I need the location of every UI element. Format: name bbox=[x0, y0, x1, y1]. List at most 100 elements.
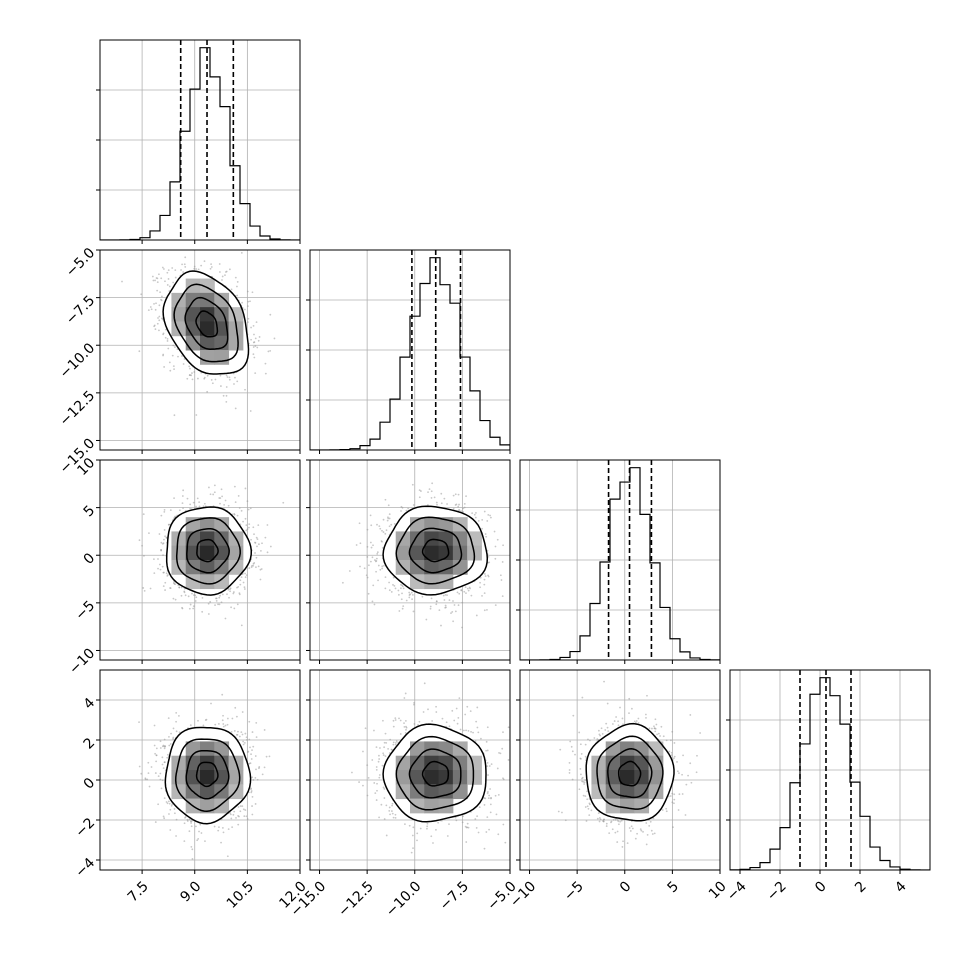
sample-point bbox=[189, 367, 191, 370]
sample-point bbox=[457, 493, 460, 496]
sample-point bbox=[479, 581, 481, 584]
sample-point bbox=[237, 806, 240, 808]
sample-point bbox=[246, 818, 249, 820]
sample-point bbox=[224, 274, 226, 277]
sample-point bbox=[174, 276, 177, 279]
sample-point bbox=[225, 394, 228, 397]
contour-line-2 bbox=[395, 516, 476, 585]
sample-point bbox=[475, 720, 478, 723]
contour-line-2 bbox=[596, 735, 664, 810]
sample-point bbox=[380, 803, 383, 806]
sample-point bbox=[405, 728, 407, 731]
sample-point bbox=[221, 719, 224, 722]
density-cell bbox=[200, 307, 215, 322]
sample-point bbox=[611, 723, 614, 725]
sample-point bbox=[408, 591, 411, 594]
sample-point bbox=[188, 830, 191, 833]
contour-line-3 bbox=[162, 270, 250, 375]
sample-point bbox=[251, 805, 253, 807]
sample-point bbox=[217, 829, 220, 832]
sample-point bbox=[590, 809, 593, 812]
contour-line-3 bbox=[585, 722, 675, 822]
sample-point bbox=[163, 508, 166, 511]
sample-point bbox=[455, 707, 458, 710]
sample-point bbox=[388, 581, 390, 584]
sample-point bbox=[474, 740, 477, 743]
sample-point bbox=[157, 775, 160, 778]
sample-point bbox=[203, 260, 206, 263]
sample-point bbox=[220, 385, 222, 387]
sample-point bbox=[228, 268, 231, 271]
sample-point bbox=[166, 271, 169, 274]
sample-point bbox=[195, 596, 198, 599]
density-cell bbox=[214, 517, 230, 532]
sample-point bbox=[173, 812, 176, 815]
sample-point bbox=[409, 593, 412, 596]
sample-point bbox=[433, 496, 436, 499]
sample-point bbox=[159, 291, 162, 294]
sample-point bbox=[219, 502, 221, 505]
sample-point bbox=[164, 336, 167, 339]
x-tick-label: 10.5 bbox=[224, 878, 257, 911]
sample-point bbox=[229, 812, 231, 814]
sample-point bbox=[242, 740, 245, 743]
sample-point bbox=[255, 566, 257, 569]
sample-point bbox=[171, 354, 174, 357]
sample-point bbox=[182, 271, 185, 273]
sample-point bbox=[490, 516, 492, 519]
sample-point bbox=[381, 565, 384, 568]
sample-point bbox=[631, 827, 634, 830]
sample-point bbox=[251, 776, 254, 779]
sample-point bbox=[233, 730, 236, 732]
density-cell bbox=[591, 755, 607, 771]
sample-point bbox=[263, 729, 266, 731]
contour-line-0 bbox=[195, 761, 219, 788]
sample-point bbox=[650, 829, 653, 832]
sample-point bbox=[227, 828, 230, 831]
sample-point bbox=[684, 814, 687, 816]
sample-point bbox=[166, 802, 169, 805]
scatter-panel-3-1: −15.0 −12.5 −10.0 −7.5 −5.0 bbox=[288, 669, 520, 920]
sample-point bbox=[165, 536, 168, 539]
sample-point bbox=[393, 585, 396, 587]
sample-point bbox=[233, 810, 236, 813]
sample-point bbox=[515, 781, 517, 783]
sample-point bbox=[518, 770, 520, 772]
panel-frame bbox=[99, 249, 301, 451]
sample-point bbox=[359, 565, 361, 568]
sample-point bbox=[366, 556, 369, 558]
sample-point bbox=[445, 721, 448, 724]
sample-point bbox=[153, 302, 155, 305]
sample-point bbox=[186, 820, 189, 822]
sample-point bbox=[218, 603, 221, 606]
sample-point bbox=[245, 524, 248, 527]
sample-point bbox=[199, 823, 202, 826]
sample-point bbox=[657, 732, 660, 735]
sample-point bbox=[379, 527, 382, 530]
sample-point bbox=[183, 822, 186, 825]
sample-point bbox=[385, 834, 388, 837]
y-tick-label: −7.5 bbox=[63, 293, 98, 328]
sample-point bbox=[622, 840, 624, 843]
sample-point bbox=[489, 811, 492, 814]
sample-point bbox=[213, 825, 216, 828]
sample-point bbox=[246, 528, 249, 531]
sample-point bbox=[457, 716, 460, 719]
sample-point bbox=[362, 784, 364, 787]
sample-point bbox=[159, 778, 162, 781]
sample-point bbox=[457, 505, 460, 508]
sample-point bbox=[236, 281, 239, 283]
sample-point bbox=[394, 717, 397, 720]
sample-point bbox=[252, 564, 255, 567]
sample-point bbox=[244, 576, 247, 579]
y-tick-label: −10.0 bbox=[57, 340, 99, 382]
sample-point bbox=[385, 741, 388, 744]
density-cell bbox=[467, 770, 482, 785]
sample-point bbox=[603, 680, 605, 683]
sample-point bbox=[176, 348, 179, 351]
x-tick-label: 5 bbox=[665, 878, 683, 896]
density-cell bbox=[214, 755, 230, 771]
sample-point bbox=[466, 705, 469, 708]
sample-point bbox=[400, 583, 402, 586]
density-cell bbox=[620, 755, 635, 771]
